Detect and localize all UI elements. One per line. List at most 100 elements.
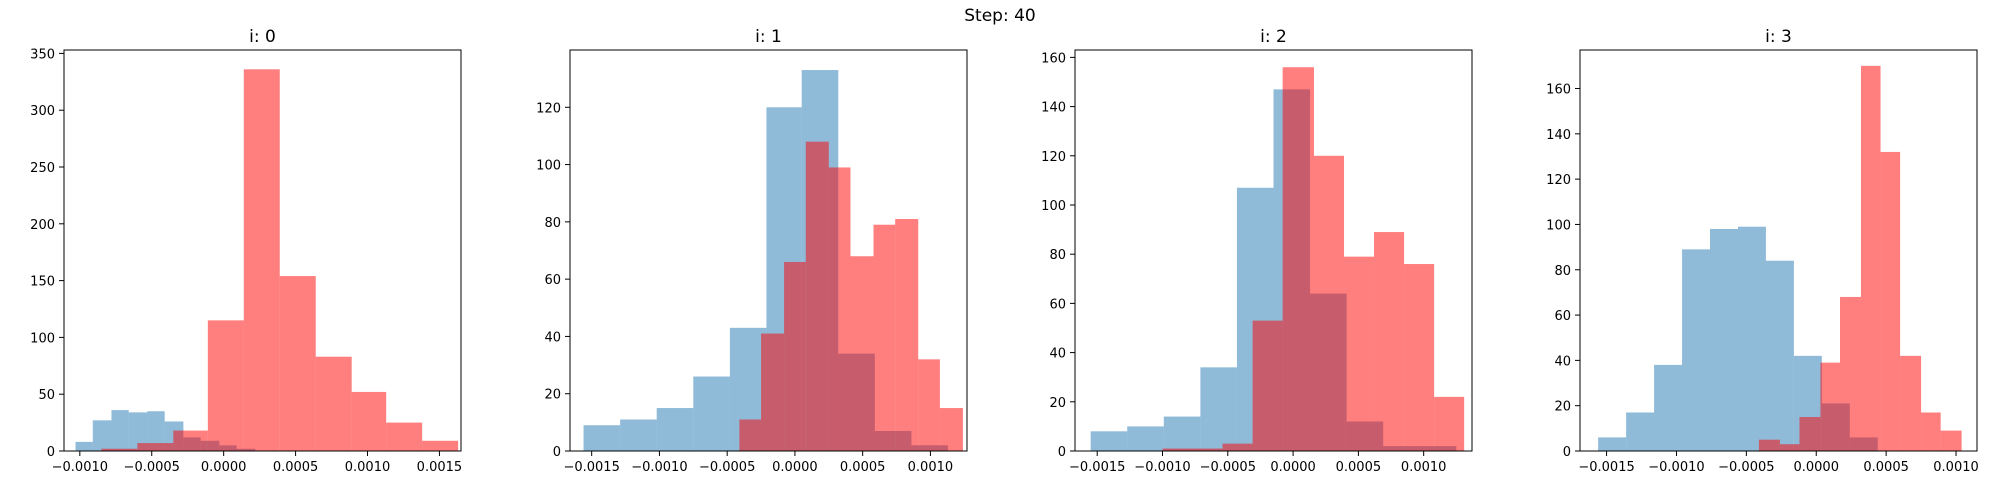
x-tick-label: −0.0015 bbox=[1578, 460, 1634, 475]
hist-bar-red-7 bbox=[1900, 355, 1922, 451]
hist-bar-blue-0 bbox=[1598, 437, 1627, 451]
hist-bar-red-2 bbox=[173, 430, 208, 451]
y-tick-label: 0 bbox=[47, 445, 55, 460]
x-tick-label: −0.0015 bbox=[1069, 460, 1125, 475]
y-tick-label: 60 bbox=[1049, 297, 1066, 312]
hist-bar-red-9 bbox=[1940, 430, 1962, 451]
x-tick-label: −0.0010 bbox=[631, 460, 687, 475]
figure-title: Step: 40 bbox=[964, 6, 1036, 26]
hist-bar-red-8 bbox=[386, 422, 423, 451]
hist-bar-blue-6 bbox=[1765, 260, 1794, 451]
hist-bar-red-2 bbox=[1222, 443, 1253, 451]
y-tick-label: 80 bbox=[1554, 264, 1571, 279]
y-tick-label: 0 bbox=[553, 445, 561, 460]
hist-bar-red-1 bbox=[761, 333, 785, 451]
x-tick-label: −0.0005 bbox=[699, 460, 755, 475]
x-tick-label: 0.0010 bbox=[1933, 460, 1979, 475]
x-tick-label: 0.0005 bbox=[1336, 460, 1382, 475]
hist-bar-red-6 bbox=[873, 224, 896, 451]
y-tick-label: 120 bbox=[536, 101, 561, 116]
hist-bar-red-3 bbox=[805, 141, 829, 451]
hist-bar-red-6 bbox=[1880, 151, 1901, 451]
axes-frame bbox=[63, 49, 462, 452]
hist-bar-red-9 bbox=[1434, 396, 1465, 451]
hist-bar-red-5 bbox=[1313, 155, 1345, 451]
axes-frame bbox=[1074, 49, 1473, 452]
hist-bar-red-9 bbox=[939, 408, 963, 451]
hist-bar-blue-3 bbox=[1200, 367, 1237, 451]
y-tick-label: 140 bbox=[1041, 101, 1066, 116]
x-tick-label: 0.0010 bbox=[908, 460, 954, 475]
hist-bar-blue-5 bbox=[1737, 226, 1766, 451]
hist-bar-blue-1 bbox=[1127, 426, 1164, 451]
x-tick-label: 0.0000 bbox=[201, 460, 247, 475]
hist-bar-red-3 bbox=[1252, 320, 1283, 451]
hist-bar-red-6 bbox=[315, 356, 352, 451]
hist-bar-blue-4 bbox=[1710, 228, 1738, 451]
panel-title: i: 3 bbox=[1765, 27, 1792, 47]
hist-bar-blue-3 bbox=[693, 376, 730, 451]
hist-bar-red-4 bbox=[1840, 296, 1861, 451]
y-tick-label: 350 bbox=[30, 47, 55, 62]
panel-title: i: 0 bbox=[249, 27, 276, 47]
hist-bar-red-4 bbox=[1282, 67, 1314, 451]
y-tick-label: 40 bbox=[544, 330, 561, 345]
hist-bar-red-1 bbox=[1779, 444, 1800, 451]
x-tick-label: −0.0005 bbox=[1200, 460, 1256, 475]
histogram-panel-1: −0.0015 −0.0010 −0.0005 0.0000 0.0005 0.0010 0… bbox=[536, 27, 968, 475]
panel-title: i: 1 bbox=[755, 27, 782, 47]
y-tick-label: 20 bbox=[1554, 400, 1571, 415]
y-tick-label: 20 bbox=[1049, 396, 1066, 411]
x-tick-label: 0.0005 bbox=[273, 460, 319, 475]
y-tick-label: 0 bbox=[1563, 445, 1571, 460]
x-tick-label: 0.0005 bbox=[1863, 460, 1909, 475]
hist-bar-red-4 bbox=[243, 69, 280, 451]
hist-bar-red-7 bbox=[351, 391, 387, 451]
x-tick-label: 0.0010 bbox=[1401, 460, 1447, 475]
hist-bar-blue-0 bbox=[75, 441, 93, 451]
hist-bar-red-2 bbox=[784, 261, 806, 451]
hist-bar-red-5 bbox=[279, 276, 316, 451]
y-tick-label: 120 bbox=[1041, 150, 1066, 165]
hist-bar-red-8 bbox=[918, 359, 940, 451]
y-tick-label: 140 bbox=[1546, 128, 1571, 143]
y-tick-label: 160 bbox=[1041, 51, 1066, 66]
hist-bar-red-3 bbox=[1820, 362, 1841, 451]
x-tick-label: −0.0010 bbox=[1134, 460, 1190, 475]
hist-bar-red-8 bbox=[1404, 264, 1435, 451]
y-tick-label: 200 bbox=[30, 218, 55, 233]
hist-bar-red-2 bbox=[1799, 417, 1821, 451]
hist-bar-red-3 bbox=[207, 320, 244, 451]
hist-bar-blue-0 bbox=[583, 425, 621, 451]
y-tick-label: 50 bbox=[38, 388, 55, 403]
y-tick-label: 80 bbox=[1049, 248, 1066, 263]
hist-bar-red-0 bbox=[1758, 439, 1780, 451]
y-tick-label: 120 bbox=[1546, 173, 1571, 188]
y-tick-label: 250 bbox=[30, 161, 55, 176]
histogram-panel-2: −0.0015 −0.0010 −0.0005 0.0000 0.0005 0.0010 0… bbox=[1041, 27, 1473, 475]
x-tick-label: 0.0015 bbox=[417, 460, 463, 475]
histogram-panel-3: −0.0015 −0.0010 −0.0005 0.0000 0.0005 0.0010 0… bbox=[1546, 27, 1979, 475]
axes-frame bbox=[569, 49, 968, 452]
hist-bar-blue-3 bbox=[128, 412, 148, 451]
hist-bar-red-0 bbox=[1162, 448, 1193, 451]
y-tick-label: 60 bbox=[544, 273, 561, 288]
y-tick-label: 100 bbox=[1546, 218, 1571, 233]
hist-bar-red-5 bbox=[850, 256, 874, 451]
y-tick-label: 300 bbox=[30, 104, 55, 119]
hist-bar-red-7 bbox=[1374, 232, 1405, 451]
x-tick-label: 0.0010 bbox=[345, 460, 391, 475]
hist-bar-blue-2 bbox=[656, 408, 694, 451]
x-tick-label: −0.0005 bbox=[1718, 460, 1774, 475]
y-tick-label: 160 bbox=[1546, 83, 1571, 98]
hist-bar-blue-1 bbox=[620, 419, 657, 451]
hist-bar-blue-4 bbox=[147, 411, 165, 451]
hist-bar-red-6 bbox=[1344, 256, 1375, 451]
y-tick-label: 100 bbox=[1041, 199, 1066, 214]
y-tick-label: 40 bbox=[1049, 347, 1066, 362]
hist-bar-blue-1 bbox=[92, 420, 112, 451]
y-tick-label: 60 bbox=[1554, 309, 1571, 324]
hist-bar-red-1 bbox=[137, 443, 174, 451]
hist-bar-red-0 bbox=[101, 448, 138, 451]
hist-bar-red-7 bbox=[895, 218, 919, 451]
